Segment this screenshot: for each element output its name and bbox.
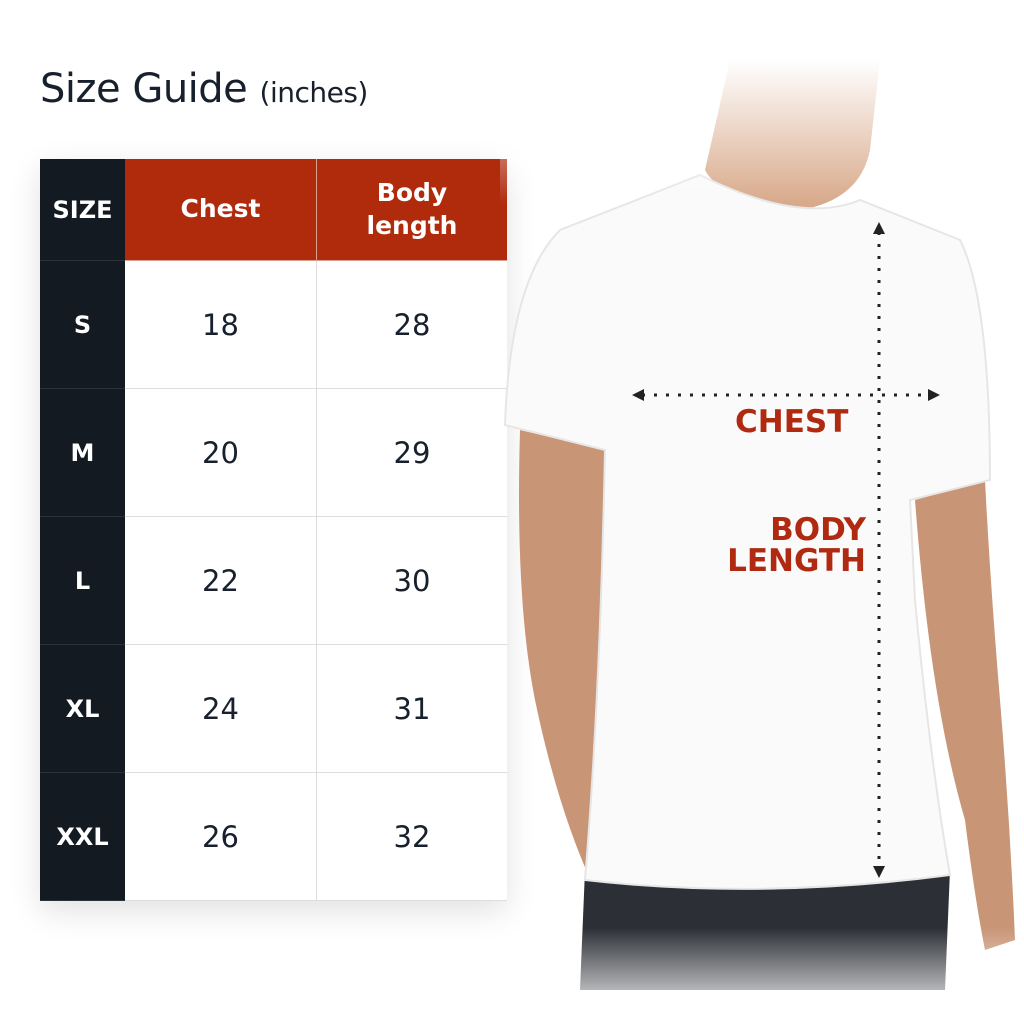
body-length-cell: 29 (317, 389, 507, 517)
chest-cell: 18 (125, 261, 317, 389)
chest-cell: 22 (125, 517, 317, 645)
tshirt-model-photo (500, 60, 1024, 1024)
body-length-label: BODY LENGTH (727, 512, 866, 579)
size-cell: L (40, 517, 125, 645)
table-row: S 18 28 (40, 261, 507, 389)
size-cell: M (40, 389, 125, 517)
size-cell: XL (40, 645, 125, 773)
chest-cell: 24 (125, 645, 317, 773)
size-cell: S (40, 261, 125, 389)
chest-arrow-head-right (928, 389, 940, 401)
chest-cell: 26 (125, 773, 317, 901)
body-length-cell: 32 (317, 773, 507, 901)
title-main: Size Guide (40, 66, 248, 112)
table-row: XXL 26 32 (40, 773, 507, 901)
chest-label: CHEST (735, 404, 849, 440)
table-row: M 20 29 (40, 389, 507, 517)
body-length-cell: 31 (317, 645, 507, 773)
body-arrow-head-top (873, 222, 885, 234)
header-size: SIZE (40, 159, 125, 261)
chest-arrow-head-left (632, 389, 644, 401)
page-title: Size Guide (inches) (40, 66, 368, 112)
body-arrow-head-bottom (873, 866, 885, 878)
title-unit: (inches) (259, 76, 369, 109)
table-row: XL 24 31 (40, 645, 507, 773)
table-row: L 22 30 (40, 517, 507, 645)
body-length-cell: 28 (317, 261, 507, 389)
header-chest: Chest (125, 159, 317, 261)
size-cell: XXL (40, 773, 125, 901)
body-length-cell: 30 (317, 517, 507, 645)
header-body-length: Body length (317, 159, 507, 261)
size-table: SIZE Chest Body length S 18 28 M 20 29 L 22 30 XL 2… (40, 159, 507, 901)
chest-cell: 20 (125, 389, 317, 517)
table-header: SIZE Chest Body length (40, 159, 507, 261)
